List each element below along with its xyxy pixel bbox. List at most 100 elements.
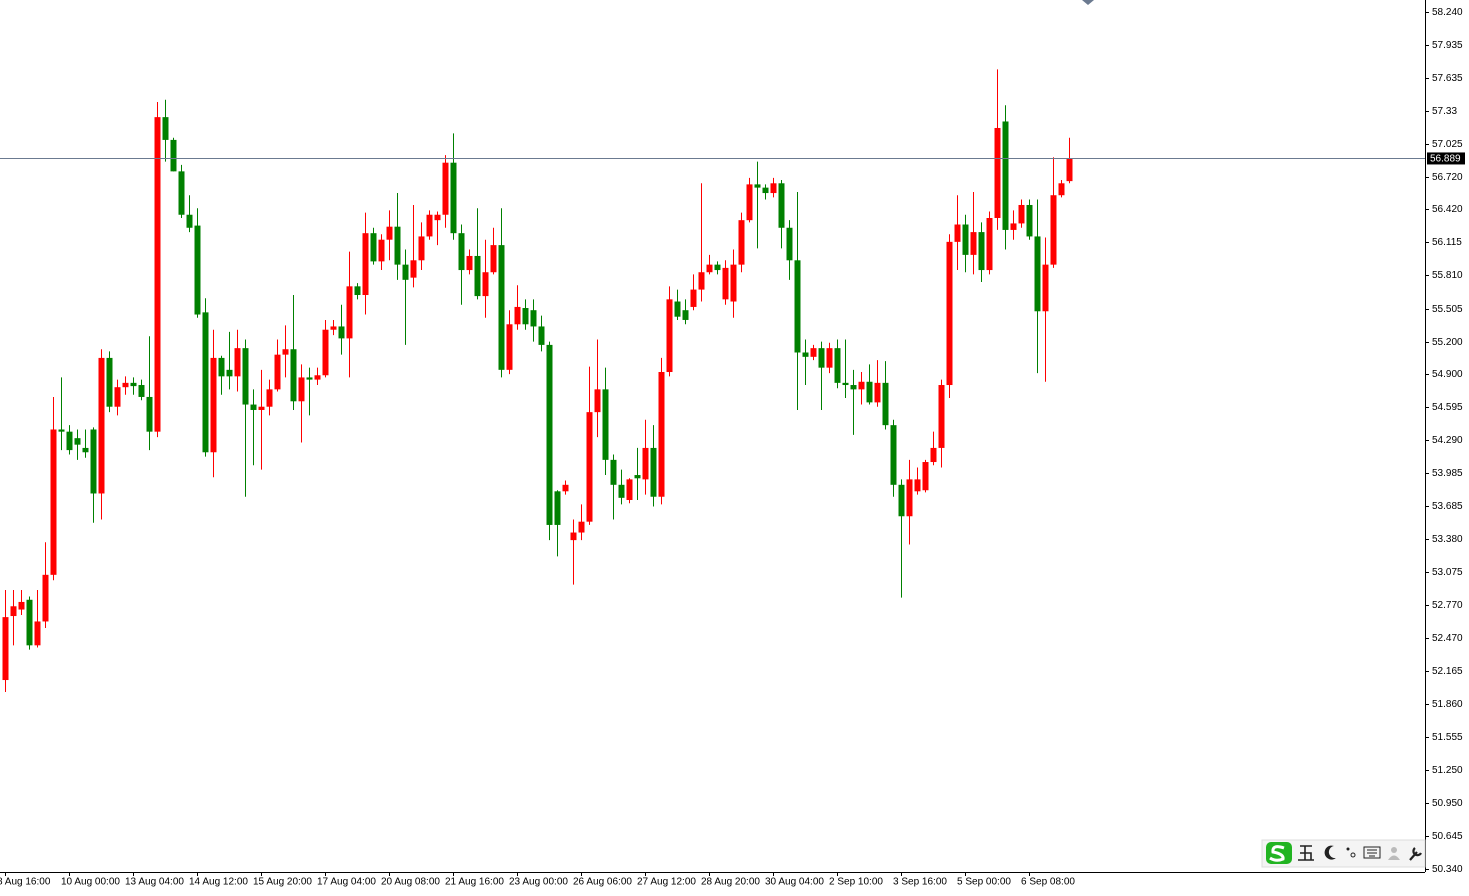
- moon-icon[interactable]: [1324, 845, 1336, 860]
- candle-body: [970, 232, 977, 255]
- candle-body: [74, 438, 81, 445]
- candle-body: [610, 459, 617, 485]
- candle-body: [666, 299, 673, 373]
- candle-body: [426, 214, 433, 237]
- y-tick-label: 57.025: [1432, 139, 1463, 150]
- candle-body: [578, 521, 585, 533]
- y-tick-label: 54.595: [1432, 402, 1463, 413]
- candle-body: [354, 286, 361, 296]
- y-tick-label: 58.240: [1432, 7, 1463, 18]
- candle-body: [458, 233, 465, 271]
- x-tick-label: 17 Aug 04:00: [317, 877, 376, 888]
- candle-body: [1010, 223, 1017, 230]
- candle-body: [66, 431, 73, 451]
- candle-body: [594, 389, 601, 413]
- candle-body: [122, 382, 129, 388]
- x-tick-label: 28 Aug 20:00: [701, 877, 760, 888]
- y-tick-label: 57.635: [1432, 73, 1463, 84]
- candle-body: [250, 404, 257, 410]
- candle-body: [1034, 236, 1041, 312]
- ime-toolbar[interactable]: [1261, 839, 1426, 868]
- punct-icon[interactable]: [1346, 847, 1350, 851]
- candle-body: [130, 382, 137, 387]
- ime-logo-s: [1269, 845, 1285, 862]
- price-label-bg: [1427, 152, 1465, 165]
- candle-body: [50, 429, 57, 575]
- candle-body: [378, 239, 385, 262]
- keyboard-icon[interactable]: [1363, 846, 1381, 859]
- candle-body: [882, 382, 889, 426]
- candle-body: [370, 233, 377, 262]
- x-tick-label: 5 Sep 00:00: [957, 877, 1011, 888]
- candle-body: [1042, 264, 1049, 312]
- y-tick-label: 53.685: [1432, 501, 1463, 512]
- candle-body: [810, 348, 817, 357]
- candle-body: [314, 375, 321, 380]
- candle-body: [474, 255, 481, 297]
- candle-body: [450, 162, 457, 234]
- candle-body: [234, 348, 241, 377]
- candle-body: [978, 232, 985, 271]
- candle-body: [546, 344, 553, 525]
- y-tick-label: 55.505: [1432, 304, 1463, 315]
- candle-body: [866, 381, 873, 403]
- candle-body: [850, 385, 857, 390]
- candle-body: [874, 382, 881, 403]
- y-tick-label: 57.33: [1432, 106, 1457, 117]
- x-tick-label: 23 Aug 00:00: [509, 877, 568, 888]
- shift-marker[interactable]: [1082, 0, 1094, 5]
- candle-body: [242, 348, 249, 405]
- x-tick-label: 13 Aug 04:00: [125, 877, 184, 888]
- price-label: 56.889: [1430, 154, 1461, 165]
- candle-body: [738, 220, 745, 265]
- candle-body: [954, 224, 961, 242]
- x-tick-label: 15 Aug 20:00: [253, 877, 312, 888]
- candle-body: [842, 382, 849, 386]
- candle-body: [138, 385, 145, 397]
- candle-body: [362, 233, 369, 296]
- candle-body: [1050, 195, 1057, 265]
- candle-body: [930, 447, 937, 463]
- candle-body: [498, 245, 505, 370]
- candle-body: [402, 264, 409, 280]
- candle-body: [754, 184, 761, 188]
- candle-body: [154, 117, 161, 432]
- candle-body: [290, 349, 297, 402]
- y-tick-label: 54.900: [1432, 369, 1463, 380]
- candle-body: [170, 139, 177, 172]
- candle-body: [794, 260, 801, 353]
- settings-icon[interactable]: [1409, 847, 1422, 861]
- y-tick-label: 55.810: [1432, 270, 1463, 281]
- candle-body: [42, 574, 49, 622]
- y-tick-label: 53.985: [1432, 468, 1463, 479]
- x-tick-label: 14 Aug 12:00: [189, 877, 248, 888]
- user-icon[interactable]: [1391, 847, 1397, 853]
- candle-body: [898, 484, 905, 517]
- x-tick-label: 8 Aug 16:00: [0, 877, 51, 888]
- x-tick-label: 6 Sep 08:00: [1021, 877, 1075, 888]
- candle-body: [418, 236, 425, 261]
- y-tick-label: 50.340: [1432, 864, 1463, 875]
- y-tick-label: 50.645: [1432, 831, 1463, 842]
- candle-body: [442, 162, 449, 215]
- candle-body: [258, 406, 265, 410]
- candle-body: [34, 621, 41, 646]
- candle-body: [506, 324, 513, 370]
- candle-body: [538, 326, 545, 345]
- candle-body: [210, 357, 217, 453]
- candle-body: [226, 369, 233, 377]
- candle-body: [482, 272, 489, 297]
- candle-body: [1058, 183, 1065, 196]
- ime-mode-icon[interactable]: [1298, 845, 1314, 861]
- candle-body: [674, 301, 681, 317]
- candle-body: [82, 447, 89, 453]
- y-tick-label: 54.290: [1432, 435, 1463, 446]
- candle-body: [642, 447, 649, 480]
- x-tick-label: 3 Sep 16:00: [893, 877, 947, 888]
- candle-body: [114, 387, 121, 407]
- candle-body: [26, 599, 33, 646]
- candle-body: [602, 389, 609, 460]
